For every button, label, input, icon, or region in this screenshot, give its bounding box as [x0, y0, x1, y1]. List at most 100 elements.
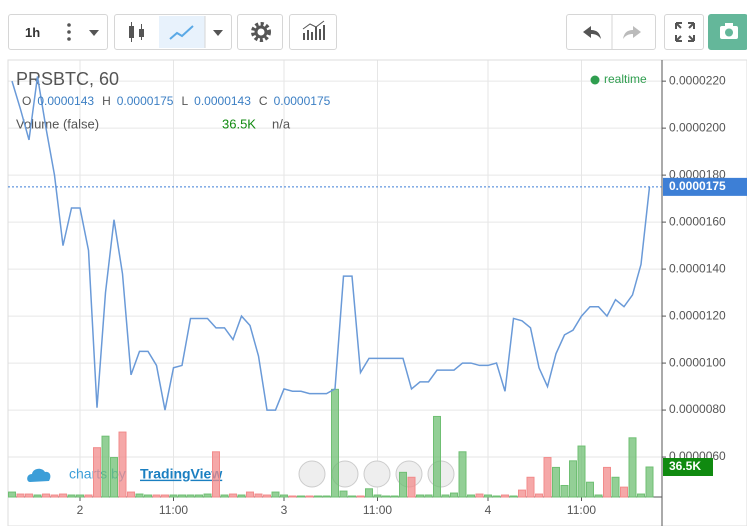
volume-bar	[203, 493, 212, 498]
ohlc-value: 0.0000175	[274, 94, 331, 108]
ohlc-value: 0.0000143	[37, 94, 94, 108]
chart-style-button[interactable]	[114, 14, 232, 50]
volume-bar	[458, 451, 467, 498]
volume-bar	[407, 476, 416, 498]
y-tick-label: 0.0000060	[669, 449, 726, 463]
x-tick-label: 11:00	[363, 503, 392, 517]
volume-bar	[110, 457, 118, 498]
undo-redo-icons	[583, 15, 641, 49]
volume-bar	[178, 494, 186, 498]
volume-bar	[373, 494, 382, 498]
volume-bar	[356, 495, 365, 498]
volume-bar	[526, 476, 535, 498]
volume-bar	[620, 486, 628, 498]
fullscreen-button[interactable]	[664, 14, 704, 50]
volume-bar	[611, 476, 620, 498]
volume-bar	[263, 494, 271, 498]
volume-bar	[390, 495, 399, 498]
interval-label: 1h	[25, 25, 41, 40]
volume-bar	[492, 495, 501, 498]
volume-bar	[50, 494, 59, 498]
volume-bar	[280, 494, 288, 498]
realtime-dot	[590, 75, 600, 85]
y-tick-label: 0.0000180	[669, 167, 726, 181]
volume-bar	[67, 494, 76, 498]
ohlc-key: L	[181, 94, 188, 108]
volume-bar	[161, 494, 169, 498]
volume-bar	[560, 484, 569, 498]
watermark-brand[interactable]: TradingView	[140, 466, 222, 482]
volume-bar	[399, 471, 407, 498]
chart-frame	[7, 59, 747, 526]
snapshot-button[interactable]	[708, 14, 747, 50]
watermark-prefix: charts by	[69, 466, 126, 482]
volume-bar	[543, 457, 552, 498]
volume-bar	[382, 495, 390, 498]
settings-button[interactable]	[237, 14, 283, 50]
volume-bar	[637, 493, 645, 498]
volume-bar	[586, 481, 594, 498]
volume-bar	[93, 447, 101, 498]
y-tick-label: 0.0000200	[669, 120, 726, 134]
volume-bar	[237, 494, 246, 498]
volume-bar	[509, 495, 518, 498]
y-tick-label: 0.0000100	[669, 355, 726, 369]
volume-bar	[212, 451, 220, 498]
volume-bar	[127, 491, 135, 498]
volume-bar	[135, 493, 144, 498]
volume-bar	[416, 494, 424, 498]
volume-bar	[501, 494, 509, 498]
grid	[8, 60, 662, 497]
last-price-label: 0.0000175	[669, 179, 726, 193]
volume-bar	[577, 445, 586, 498]
volume-bar	[365, 488, 373, 498]
volume-bar	[467, 494, 475, 498]
volume-bar	[552, 466, 560, 498]
volume-bar	[594, 494, 603, 498]
interval-button[interactable]: 1h	[8, 14, 108, 50]
volume-bar	[59, 493, 67, 498]
volume-bar	[441, 494, 450, 498]
x-tick-label: 2	[77, 503, 84, 517]
y-tick-label: 0.0000140	[669, 261, 726, 275]
volume-bar	[314, 495, 322, 498]
y-tick-label: 0.0000220	[669, 73, 726, 87]
price-line	[11, 76, 651, 411]
volume-bar	[169, 494, 178, 498]
volume-bar	[101, 435, 110, 498]
volume-bar	[628, 437, 637, 498]
volume-tag	[663, 458, 713, 477]
indicators-icon	[302, 20, 325, 40]
indicators-button[interactable]	[289, 14, 337, 50]
volume-bar	[144, 494, 152, 498]
ohlc-key: O	[22, 94, 31, 108]
volume-bar	[8, 491, 16, 498]
volume-bar	[25, 493, 33, 498]
volume-bar	[42, 493, 50, 498]
volume-bar	[305, 495, 314, 498]
chart-title: PRSBTC, 60	[16, 69, 119, 89]
volume-bar	[220, 494, 229, 498]
volume-legend-extra: n/a	[272, 116, 291, 131]
settings-icon	[251, 22, 271, 42]
ohlc-value: 0.0000175	[117, 94, 174, 108]
volume-bar	[645, 466, 654, 498]
volume-bar	[186, 494, 195, 498]
volume-bar	[535, 493, 543, 498]
undo-redo[interactable]	[566, 14, 656, 50]
volume-bar	[424, 494, 433, 498]
volume-bar	[254, 493, 263, 498]
volume-bar	[603, 466, 611, 498]
volume-bar	[195, 494, 203, 498]
volume-bar	[229, 493, 237, 498]
nav-buttons[interactable]	[298, 460, 455, 488]
x-tick-label: 4	[485, 503, 492, 517]
volume-bar	[118, 431, 127, 498]
volume-bar	[475, 493, 484, 498]
x-tick-label: 11:00	[159, 503, 188, 517]
ohlc-key: H	[102, 94, 111, 108]
volume-bar	[348, 495, 356, 498]
y-tick-label: 0.0000160	[669, 214, 726, 228]
volume-tag-label: 36.5K	[669, 459, 701, 473]
